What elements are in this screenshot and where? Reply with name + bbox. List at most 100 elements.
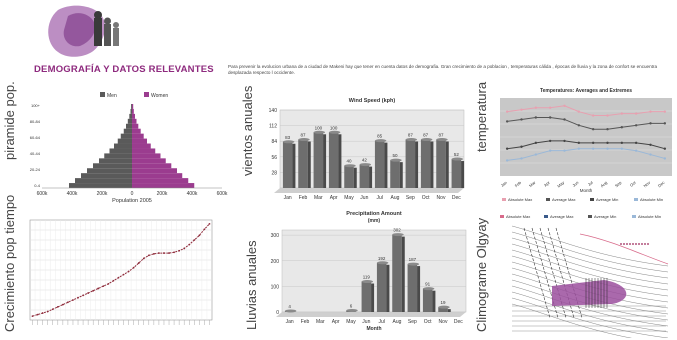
pyramid-bar-men <box>93 163 132 169</box>
wind-x-tick: Jun <box>360 195 368 201</box>
rain-bar-side <box>371 283 375 312</box>
growth-point <box>198 234 201 237</box>
pyramid-bar-women <box>132 113 135 119</box>
temp-series-point <box>634 149 638 152</box>
growth-point <box>142 257 145 260</box>
rain-bar-side <box>447 309 451 312</box>
temp-x-tick: Apr <box>543 180 551 188</box>
wind-bar <box>328 132 339 188</box>
temp-legend-swatch <box>502 198 506 201</box>
wind-title: Wind Speed (kph) <box>349 98 396 104</box>
pyramid-bar-women <box>132 183 195 188</box>
pyramid-y-tick: 80-84 <box>30 119 41 124</box>
olgyay-legend-label: Absolute Min <box>638 214 661 219</box>
rain-x-tick: May <box>346 319 356 325</box>
growth-point <box>137 262 140 264</box>
rain-bar <box>376 262 387 312</box>
wind-bar-top <box>374 139 387 143</box>
temp-legend-label: Average Min <box>596 197 618 202</box>
rain-x-tick: Nov <box>439 319 448 325</box>
wind-x-tick: Apr <box>330 195 338 201</box>
wind-bar-label: 87 <box>423 133 429 138</box>
growth-point <box>178 249 181 252</box>
wind-bar-side <box>323 134 327 188</box>
pyramid-bar-women <box>132 178 189 184</box>
pyramid-y-tick: 0-4 <box>34 183 41 188</box>
wind-bar-top <box>420 138 433 142</box>
olgyay-legend-swatch <box>632 215 636 218</box>
temp-x-tick: Jan <box>500 180 508 188</box>
growth-point <box>193 239 196 241</box>
wind-bar-side <box>338 134 342 188</box>
legend-women-swatch <box>144 92 149 97</box>
temp-series-point <box>649 143 652 146</box>
pyramid-x-tick: 400k <box>187 191 198 197</box>
pyramid-bar-men <box>129 113 132 119</box>
olgyay-curve <box>511 225 669 267</box>
wind-x-tick: Dec <box>452 195 461 201</box>
rain-y-tick: 300 <box>271 233 280 239</box>
temp-series-point <box>505 110 509 113</box>
growth-point <box>173 251 175 254</box>
pyramid-bar-men <box>127 118 132 124</box>
rain-bar-side <box>417 266 421 312</box>
rain-subtitle: (mm) <box>368 218 381 224</box>
wind-bar-label: 100 <box>330 125 338 130</box>
pyramid-bar-men <box>81 173 132 179</box>
pyramid-bar-women <box>132 148 156 154</box>
pyramid-bar-men <box>131 104 132 109</box>
temp-series-point <box>577 141 581 145</box>
temp-series-point <box>548 116 552 119</box>
temp-series-point <box>563 104 566 107</box>
population-growth-chart <box>29 219 213 325</box>
wind-bar-side <box>353 167 357 188</box>
wind-bar-side <box>430 141 434 188</box>
rain-bar-side <box>401 236 405 312</box>
pyramid-x-tick: 400k <box>67 191 78 197</box>
growth-point <box>127 270 130 273</box>
pyramid-bar-women <box>132 138 147 144</box>
pyramid-bar-women <box>132 123 139 129</box>
pyramid-bar-men <box>120 133 132 139</box>
wind-floor <box>274 188 464 193</box>
temp-legend-swatch <box>546 198 550 201</box>
pyramid-bar-women <box>132 143 151 149</box>
temp-x-tick: Sep <box>614 179 623 188</box>
temp-series-point <box>548 149 552 152</box>
growth-point <box>168 252 170 254</box>
olgyay-curve <box>511 237 669 279</box>
pyramid-bar-men <box>104 153 132 159</box>
wind-x-tick: Nov <box>437 195 446 201</box>
wind-bar-label: 100 <box>315 125 323 130</box>
rain-x-tick: Mar <box>316 319 325 325</box>
olgyay-dash-line <box>523 227 551 319</box>
wind-x-tick: Oct <box>422 195 430 201</box>
wind-bar <box>436 139 446 188</box>
wind-bar-label: 52 <box>454 152 460 157</box>
rain-bar-label: 4 <box>288 304 291 309</box>
wind-y-tick: 56 <box>271 155 277 161</box>
temp-series-point <box>663 157 667 160</box>
rain-bar-side <box>432 290 436 312</box>
temp-series-point <box>548 139 552 143</box>
temperature-chart: Temperatures: Averages and Extremes Jan Fe… <box>500 88 672 202</box>
wind-bar-side <box>445 141 449 188</box>
growth-point <box>107 282 110 285</box>
pyramid-bar-men <box>123 128 132 134</box>
olgyay-legend-swatch <box>544 215 548 218</box>
temp-series-point <box>577 124 581 127</box>
rain-x-tick: Oct <box>424 319 432 325</box>
rain-bar-top <box>422 287 435 291</box>
wind-bar-top <box>390 158 402 162</box>
wind-bar-top <box>313 130 326 134</box>
rain-y-tick: 200 <box>271 259 280 265</box>
pyramid-bar-men <box>114 143 132 149</box>
olgyay-climogram: Absolute Max Average Max Average Min Absolu… <box>500 214 669 338</box>
temp-series-point <box>620 141 624 145</box>
wind-x-tick: Feb <box>299 195 308 201</box>
wind-bar <box>390 160 400 188</box>
wind-x-tick: Mar <box>314 195 323 201</box>
pyramid-bar-men <box>126 123 132 129</box>
growth-point <box>92 289 95 292</box>
pyramid-x-tick: 600k <box>217 191 228 197</box>
